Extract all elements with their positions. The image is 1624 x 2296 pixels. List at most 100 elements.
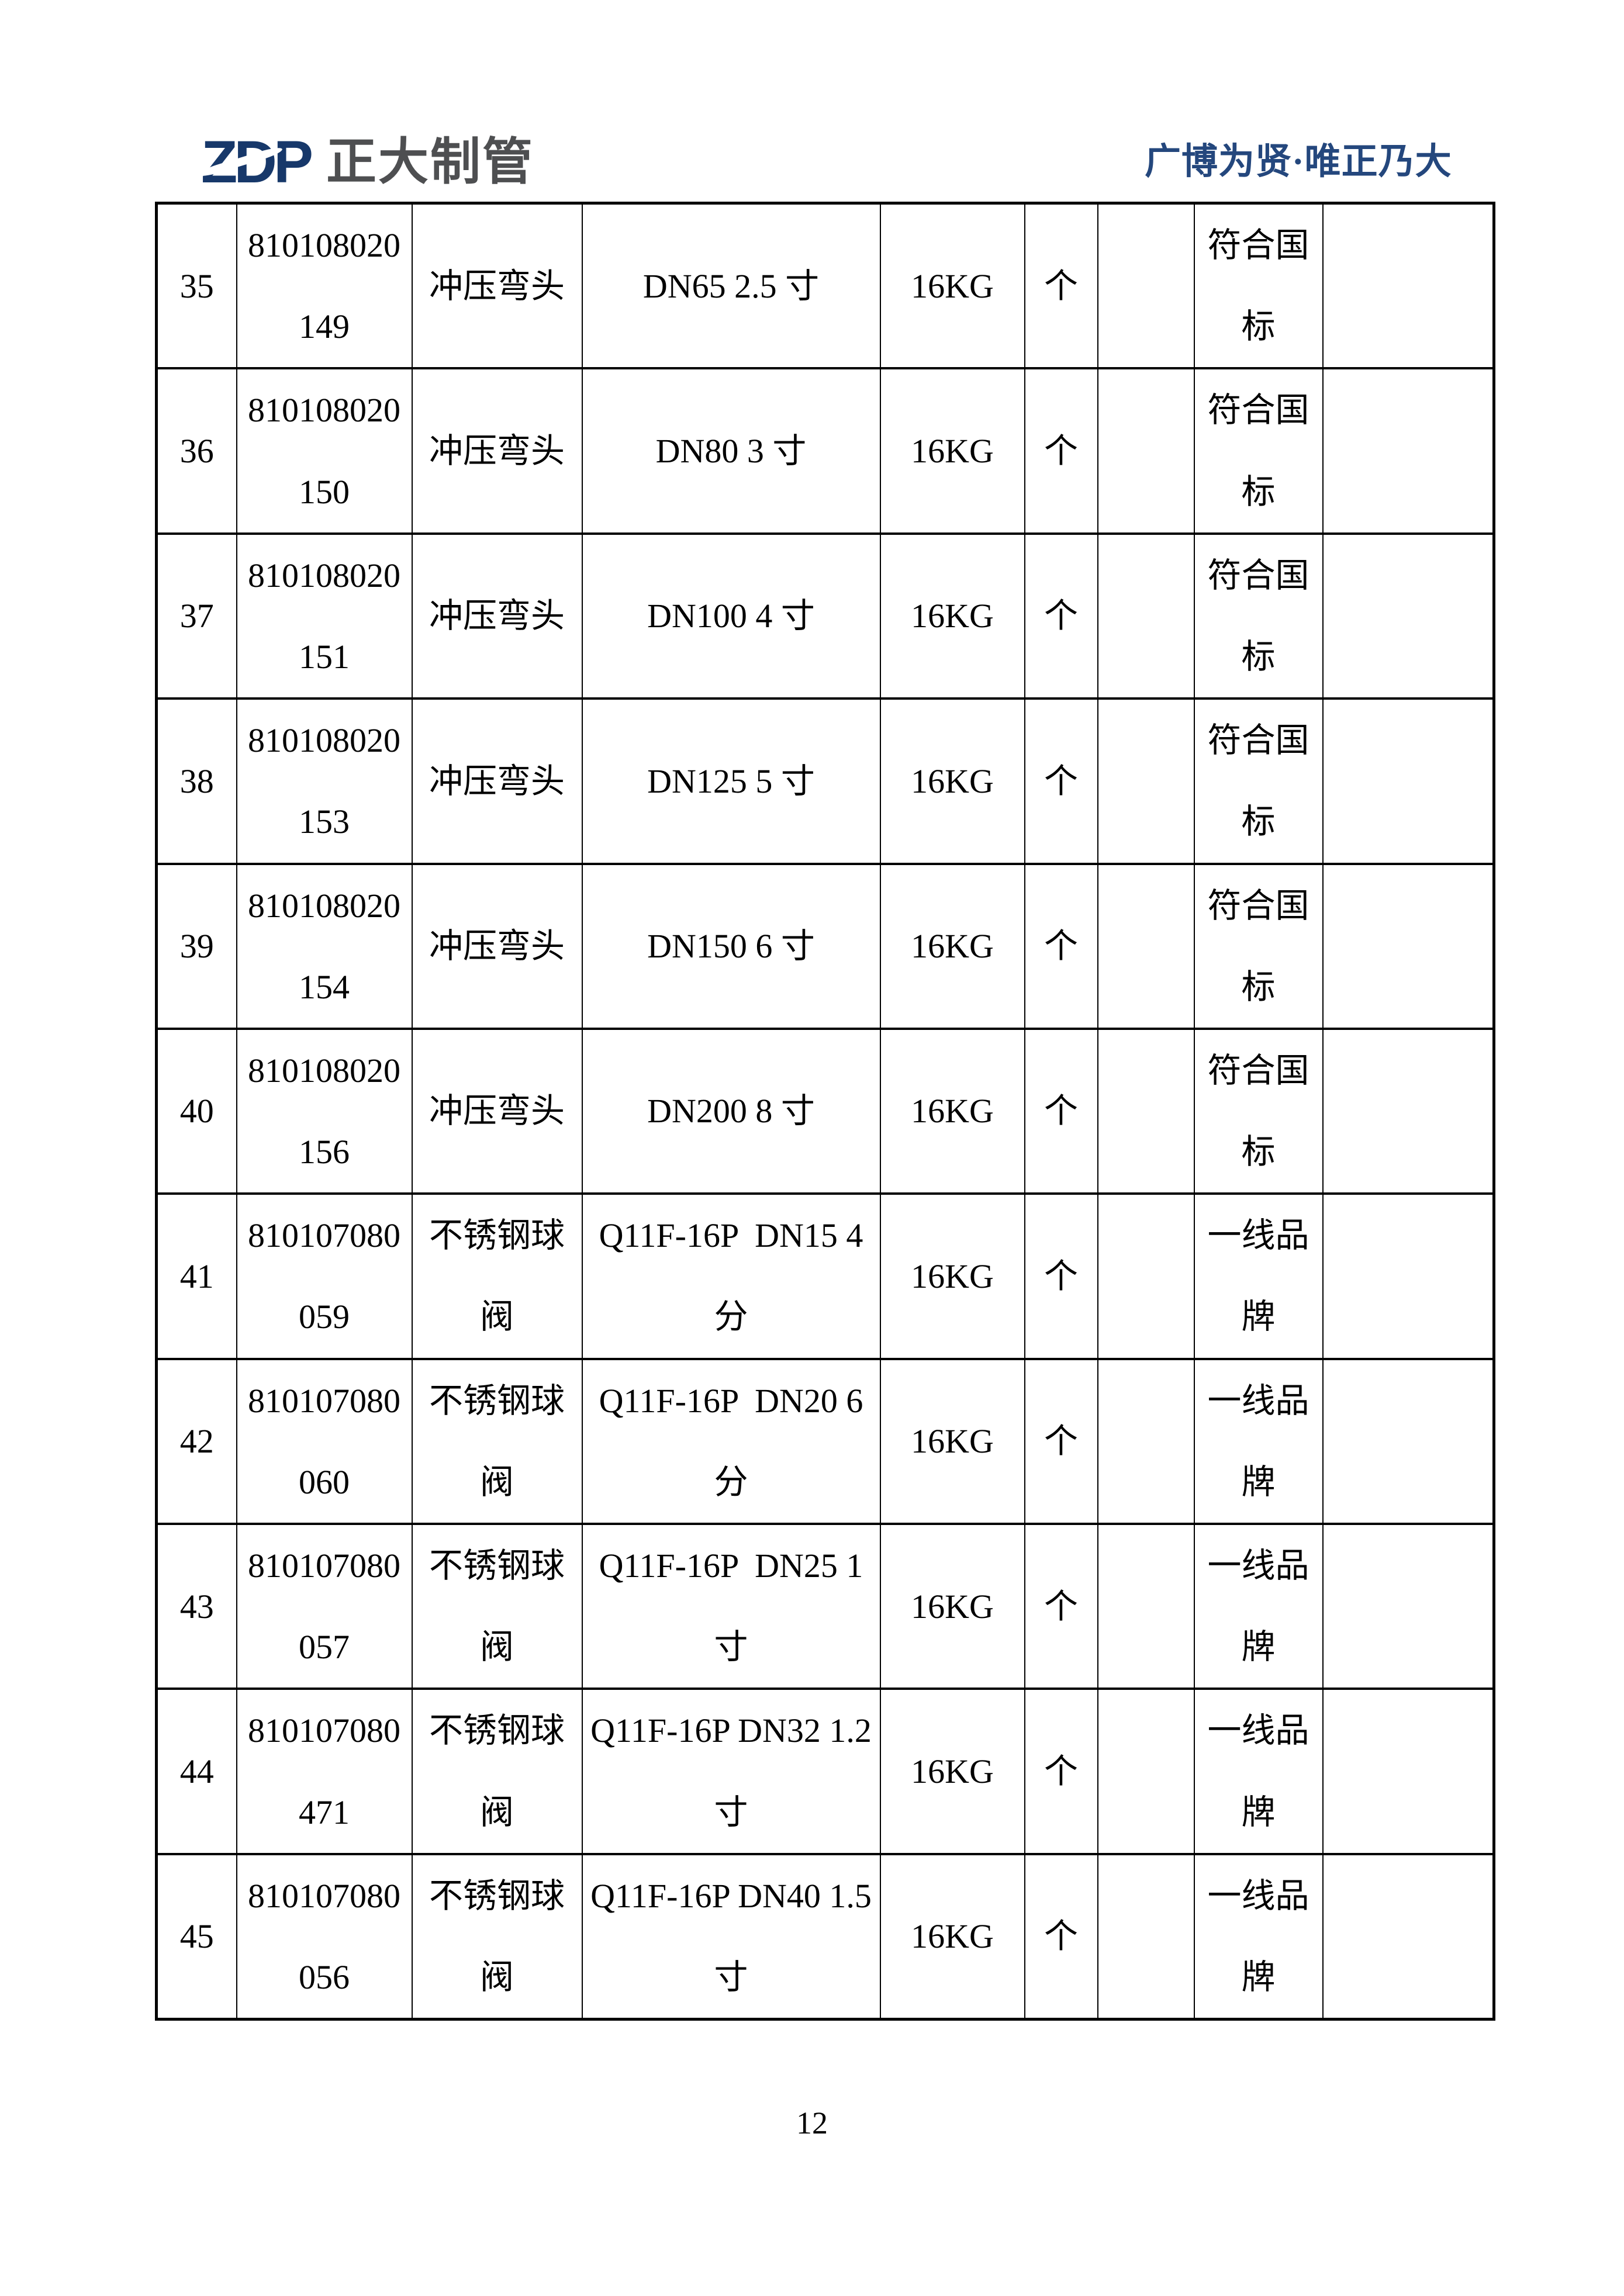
- cell-product-name: 不锈钢球 阀: [411, 1688, 583, 1855]
- cell-row-number: 42: [156, 1357, 237, 1526]
- cell-product-name: 冲压弯头: [411, 862, 583, 1030]
- cell-pressure: 16KG: [879, 1027, 1025, 1195]
- table-row: 45 810107080 056 不锈钢球 阀 Q11F-16P DN40 1.…: [156, 1852, 1495, 2021]
- cell-material-code: 810108020 150: [236, 367, 413, 535]
- cell-remark: 符合国 标: [1193, 202, 1324, 370]
- cell-row-number: 37: [156, 532, 237, 700]
- cell-row-number: 45: [156, 1852, 237, 2021]
- cell-note: [1322, 1357, 1495, 1526]
- cell-row-number: 39: [156, 862, 237, 1030]
- cell-remark: 一线品 牌: [1193, 1357, 1324, 1526]
- cell-note: [1322, 697, 1495, 865]
- cell-unit: 个: [1024, 1852, 1098, 2021]
- cell-quantity: [1097, 1852, 1195, 2021]
- cell-spec: DN125 5 寸: [581, 697, 881, 865]
- cell-remark: 符合国 标: [1193, 862, 1324, 1030]
- cell-row-number: 38: [156, 697, 237, 865]
- cell-pressure: 16KG: [879, 1852, 1025, 2021]
- cell-row-number: 43: [156, 1522, 237, 1690]
- table-row: 36 810108020 150 冲压弯头 DN80 3 寸 16KG 个 符合…: [156, 367, 1495, 535]
- table-row: 41 810107080 059 不锈钢球 阀 Q11F-16P DN15 4 …: [156, 1192, 1495, 1360]
- cell-quantity: [1097, 862, 1195, 1030]
- cell-product-name: 不锈钢球 阀: [411, 1192, 583, 1360]
- cell-spec: DN200 8 寸: [581, 1027, 881, 1195]
- cell-material-code: 810108020 156: [236, 1027, 413, 1195]
- cell-note: [1322, 1852, 1495, 2021]
- cell-unit: 个: [1024, 202, 1098, 370]
- cell-spec: Q11F-16P DN15 4 分: [581, 1192, 881, 1360]
- cell-material-code: 810108020 151: [236, 532, 413, 700]
- cell-unit: 个: [1024, 862, 1098, 1030]
- cell-unit: 个: [1024, 1357, 1098, 1526]
- cell-row-number: 40: [156, 1027, 237, 1195]
- cell-remark: 一线品 牌: [1193, 1192, 1324, 1360]
- cell-spec: Q11F-16P DN40 1.5 寸: [581, 1852, 881, 2021]
- cell-spec: Q11F-16P DN32 1.2 寸: [581, 1688, 881, 1855]
- zdp-logo-icon: ZDP: [197, 129, 313, 195]
- cell-spec: DN80 3 寸: [581, 367, 881, 535]
- cell-product-name: 冲压弯头: [411, 202, 583, 370]
- cell-spec: DN100 4 寸: [581, 532, 881, 700]
- cell-material-code: 810107080 057: [236, 1522, 413, 1690]
- table-row: 39 810108020 154 冲压弯头 DN150 6 寸 16KG 个 符…: [156, 862, 1495, 1030]
- cell-spec: Q11F-16P DN20 6 分: [581, 1357, 881, 1526]
- cell-spec: DN65 2.5 寸: [581, 202, 881, 370]
- cell-pressure: 16KG: [879, 532, 1025, 700]
- zdp-logo-text: ZDP: [201, 129, 313, 195]
- cell-note: [1322, 1027, 1495, 1195]
- cell-material-code: 810107080 060: [236, 1357, 413, 1526]
- cell-pressure: 16KG: [879, 862, 1025, 1030]
- cell-product-name: 冲压弯头: [411, 1027, 583, 1195]
- cell-quantity: [1097, 367, 1195, 535]
- table-row: 44 810107080 471 不锈钢球 阀 Q11F-16P DN32 1.…: [156, 1688, 1495, 1855]
- cell-quantity: [1097, 532, 1195, 700]
- cell-unit: 个: [1024, 1027, 1098, 1195]
- cell-quantity: [1097, 1027, 1195, 1195]
- cell-material-code: 810107080 056: [236, 1852, 413, 2021]
- cell-product-name: 冲压弯头: [411, 532, 583, 700]
- cell-row-number: 36: [156, 367, 237, 535]
- cell-product-name: 不锈钢球 阀: [411, 1852, 583, 2021]
- cell-spec: Q11F-16P DN25 1 寸: [581, 1522, 881, 1690]
- cell-quantity: [1097, 1522, 1195, 1690]
- cell-pressure: 16KG: [879, 1522, 1025, 1690]
- cell-remark: 一线品 牌: [1193, 1852, 1324, 2021]
- table-row: 42 810107080 060 不锈钢球 阀 Q11F-16P DN20 6 …: [156, 1357, 1495, 1526]
- cell-row-number: 44: [156, 1688, 237, 1855]
- cell-pressure: 16KG: [879, 1192, 1025, 1360]
- cell-note: [1322, 862, 1495, 1030]
- cell-remark: 一线品 牌: [1193, 1688, 1324, 1855]
- cell-spec: DN150 6 寸: [581, 862, 881, 1030]
- cell-material-code: 810107080 471: [236, 1688, 413, 1855]
- cell-unit: 个: [1024, 1688, 1098, 1855]
- cell-pressure: 16KG: [879, 202, 1025, 370]
- cell-pressure: 16KG: [879, 367, 1025, 535]
- cell-remark: 符合国 标: [1193, 697, 1324, 865]
- cell-material-code: 810108020 153: [236, 697, 413, 865]
- cell-pressure: 16KG: [879, 1357, 1025, 1526]
- cell-note: [1322, 202, 1495, 370]
- table-row: 38 810108020 153 冲压弯头 DN125 5 寸 16KG 个 符…: [156, 697, 1495, 865]
- cell-unit: 个: [1024, 532, 1098, 700]
- cell-unit: 个: [1024, 367, 1098, 535]
- cell-quantity: [1097, 1357, 1195, 1526]
- company-logo: ZDP 正大制管: [197, 129, 534, 195]
- cell-material-code: 810108020 149: [236, 202, 413, 370]
- cell-note: [1322, 1688, 1495, 1855]
- table-row: 43 810107080 057 不锈钢球 阀 Q11F-16P DN25 1 …: [156, 1522, 1495, 1690]
- table-row: 37 810108020 151 冲压弯头 DN100 4 寸 16KG 个 符…: [156, 532, 1495, 700]
- company-name: 正大制管: [326, 134, 534, 190]
- cell-note: [1322, 1522, 1495, 1690]
- cell-remark: 符合国 标: [1193, 1027, 1324, 1195]
- cell-quantity: [1097, 1688, 1195, 1855]
- cell-quantity: [1097, 697, 1195, 865]
- cell-remark: 符合国 标: [1193, 367, 1324, 535]
- cell-material-code: 810108020 154: [236, 862, 413, 1030]
- cell-pressure: 16KG: [879, 1688, 1025, 1855]
- cell-unit: 个: [1024, 697, 1098, 865]
- cell-row-number: 41: [156, 1192, 237, 1360]
- cell-unit: 个: [1024, 1522, 1098, 1690]
- cell-unit: 个: [1024, 1192, 1098, 1360]
- company-slogan: 广博为贤·唯正乃大: [1145, 142, 1452, 182]
- cell-material-code: 810107080 059: [236, 1192, 413, 1360]
